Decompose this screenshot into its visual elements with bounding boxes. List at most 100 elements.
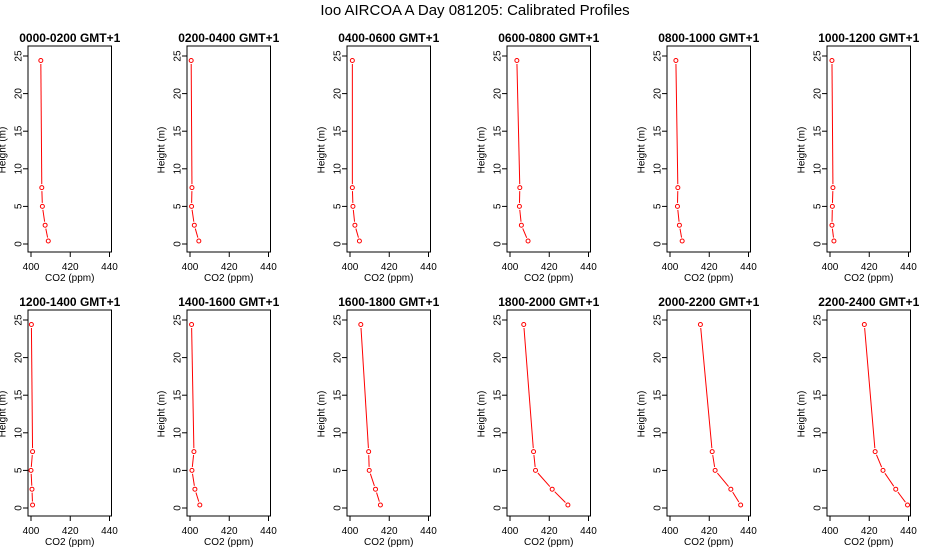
y-tick-label: 0 — [333, 505, 344, 511]
plot-frame — [506, 45, 591, 253]
y-tick-label: 25 — [493, 50, 504, 62]
data-point — [373, 486, 379, 492]
profile-line-segment — [831, 228, 834, 238]
y-tick-label: 5 — [653, 467, 664, 473]
data-point — [42, 222, 48, 228]
data-point — [905, 502, 911, 508]
x-tick-label: 440 — [101, 262, 118, 273]
plot-frame — [346, 309, 431, 517]
x-tick-label: 400 — [23, 526, 40, 537]
x-axis-label: CO2 (ppm) — [204, 273, 253, 284]
x-axis-label: CO2 (ppm) — [45, 537, 94, 548]
x-tick-label: 420 — [541, 526, 558, 537]
profile-line-segment — [519, 209, 522, 222]
data-point — [829, 203, 835, 209]
x-axis-label: CO2 (ppm) — [844, 537, 893, 548]
x-tick-label: 420 — [541, 262, 558, 273]
profile-line-segment — [376, 492, 380, 502]
profile-line-segment — [516, 63, 521, 185]
panel-title: 0200-0400 GMT+1 — [178, 31, 279, 45]
panel-title: 2000-2200 GMT+1 — [658, 295, 759, 309]
y-tick-label: 5 — [653, 203, 664, 209]
profile-line-segment — [537, 472, 551, 487]
x-tick-label: 420 — [62, 262, 79, 273]
y-tick-label: 5 — [333, 467, 344, 473]
x-tick-label: 440 — [740, 526, 757, 537]
profile-line-segment — [864, 327, 876, 449]
y-tick-label: 10 — [493, 163, 504, 175]
y-axis-label: Height (m) — [797, 391, 808, 438]
y-tick-label: 5 — [14, 203, 25, 209]
data-point — [189, 467, 195, 473]
data-point — [829, 222, 835, 228]
panel-title: 1400-1600 GMT+1 — [178, 295, 279, 309]
profile-line-segment — [352, 209, 356, 222]
profile-line-segment — [732, 491, 740, 503]
data-point — [829, 58, 835, 64]
data-point — [831, 238, 837, 244]
x-tick-label: 400 — [182, 262, 199, 273]
data-point — [697, 322, 703, 328]
x-tick-label: 400 — [662, 262, 679, 273]
data-point — [356, 238, 362, 244]
y-tick-label: 10 — [493, 427, 504, 439]
data-point — [28, 322, 34, 328]
y-tick-label: 25 — [653, 50, 664, 62]
x-tick-label: 440 — [101, 526, 118, 537]
y-tick-label: 20 — [813, 352, 824, 364]
x-axis-label: CO2 (ppm) — [364, 537, 413, 548]
data-point — [30, 449, 36, 455]
x-tick-label: 420 — [861, 262, 878, 273]
x-tick-label: 400 — [342, 526, 359, 537]
x-axis-label: CO2 (ppm) — [684, 537, 733, 548]
profile-line-segment — [677, 209, 680, 222]
x-axis-label: CO2 (ppm) — [204, 537, 253, 548]
y-tick-label: 15 — [653, 125, 664, 137]
plot-frame — [27, 309, 112, 517]
y-axis-label: Height (m) — [797, 127, 808, 174]
y-tick-label: 5 — [493, 203, 504, 209]
plot-frame — [826, 309, 911, 517]
y-tick-label: 15 — [14, 389, 25, 401]
y-tick-label: 10 — [333, 163, 344, 175]
y-tick-label: 15 — [173, 389, 184, 401]
y-tick-label: 20 — [653, 88, 664, 100]
y-tick-label: 10 — [333, 427, 344, 439]
y-tick-label: 15 — [333, 125, 344, 137]
data-point — [514, 58, 520, 64]
figure-title: Ioo AIRCOA A Day 081205: Calibrated Prof… — [320, 2, 630, 19]
y-tick-label: 15 — [493, 125, 504, 137]
y-tick-label: 10 — [653, 163, 664, 175]
y-tick-label: 25 — [813, 50, 824, 62]
data-point — [349, 185, 355, 191]
profile-line-segment — [522, 228, 528, 238]
data-point — [674, 203, 680, 209]
y-tick-label: 10 — [173, 163, 184, 175]
x-tick-label: 420 — [381, 526, 398, 537]
y-tick-label: 25 — [333, 50, 344, 62]
x-tick-label: 400 — [23, 262, 40, 273]
x-tick-label: 440 — [580, 262, 597, 273]
y-tick-label: 0 — [813, 505, 824, 511]
y-tick-label: 25 — [493, 314, 504, 326]
x-tick-label: 440 — [260, 262, 277, 273]
x-tick-label: 420 — [221, 262, 238, 273]
data-point — [709, 449, 715, 455]
data-point — [189, 322, 195, 328]
x-tick-label: 420 — [861, 526, 878, 537]
x-tick-label: 420 — [381, 262, 398, 273]
y-axis-label: Height (m) — [477, 391, 488, 438]
y-tick-label: 10 — [813, 163, 824, 175]
y-tick-label: 0 — [173, 241, 184, 247]
x-tick-label: 440 — [420, 262, 437, 273]
x-tick-label: 420 — [62, 526, 79, 537]
plot-frame — [826, 45, 911, 253]
data-point — [516, 203, 522, 209]
y-tick-label: 20 — [653, 352, 664, 364]
y-tick-label: 0 — [813, 241, 824, 247]
x-tick-label: 440 — [420, 526, 437, 537]
data-point — [830, 185, 836, 191]
profile-line-segment — [45, 228, 49, 238]
y-tick-label: 20 — [173, 352, 184, 364]
data-point — [676, 222, 682, 228]
